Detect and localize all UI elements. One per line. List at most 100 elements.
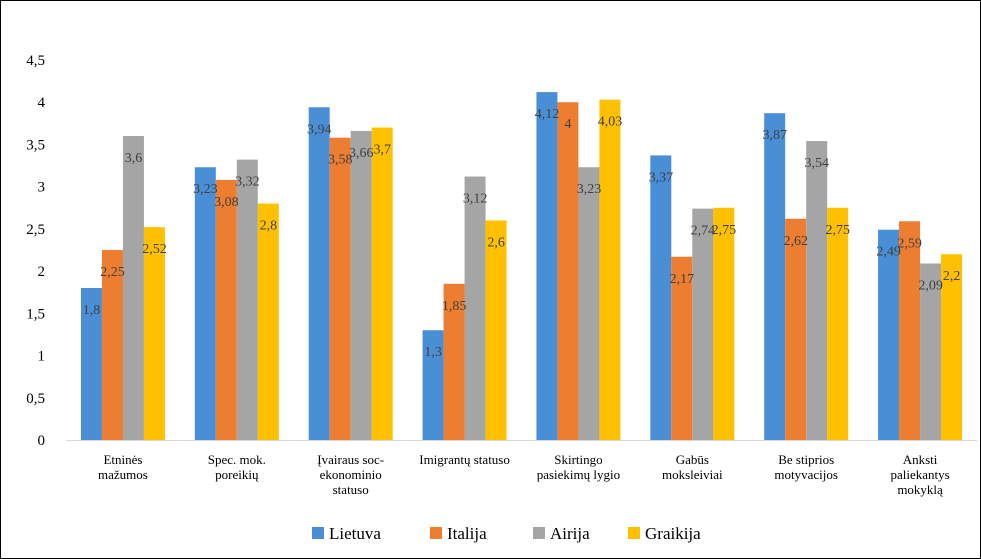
data-label: 2,25 xyxy=(100,265,125,280)
category-label: Skirtingo pasiekimų lygio xyxy=(537,452,620,482)
bar-airija xyxy=(236,159,258,440)
y-tick-label: 3 xyxy=(38,180,46,196)
data-label: 2,62 xyxy=(783,234,808,249)
bar-graikija xyxy=(941,254,963,440)
category-label: Anksti paliekantys mokyklą xyxy=(890,452,949,497)
category-label: Be stiprios motyvacijos xyxy=(774,452,838,482)
bars xyxy=(80,92,963,441)
y-tick-label: 2,5 xyxy=(26,222,45,238)
category-label-line: Anksti xyxy=(903,452,938,467)
data-label: 1,8 xyxy=(83,303,101,318)
category-label-line: Be stiprios xyxy=(778,452,834,467)
data-label: 2,6 xyxy=(487,235,505,250)
data-label: 2,59 xyxy=(897,236,922,251)
data-labels: 1,83,233,941,34,123,373,872,492,253,083,… xyxy=(83,107,961,360)
data-label: 2,09 xyxy=(918,279,943,294)
category-label-line: Spec. mok. xyxy=(208,452,266,467)
legend-swatch xyxy=(628,527,640,539)
bar-airija xyxy=(806,141,828,441)
bar-airija xyxy=(578,167,600,440)
bar-italija xyxy=(899,221,921,440)
bar-graikija xyxy=(713,207,735,440)
bar-airija xyxy=(350,130,372,440)
data-label: 1,3 xyxy=(424,345,442,360)
data-label: 3,08 xyxy=(214,195,239,210)
category-label-line: motyvacijos xyxy=(774,467,838,482)
bar-graikija xyxy=(143,227,165,440)
bar-italija xyxy=(785,218,807,440)
bar-airija xyxy=(464,176,486,441)
y-tick-label: 0 xyxy=(38,433,46,449)
legend-item-lietuva: Lietuva xyxy=(312,524,381,543)
bar-italija xyxy=(557,102,579,440)
data-label: 4 xyxy=(564,117,571,132)
y-tick-label: 2 xyxy=(38,264,46,280)
category-label-line: Įvairaus soc- xyxy=(317,452,384,467)
y-tick-label: 1,5 xyxy=(26,306,45,322)
bar-italija xyxy=(101,250,123,440)
y-axis: 0 0,5 1 1,5 2 2,5 3 3,5 4 4,5 xyxy=(26,53,45,449)
category-label: Spec. mok. poreikių xyxy=(208,452,266,482)
bar-lietuva xyxy=(536,92,558,440)
y-tick-label: 3,5 xyxy=(26,137,45,153)
category-label-line: ekonominio xyxy=(320,467,382,482)
data-label: 3,66 xyxy=(349,146,374,161)
category-label: Etninės mažumos xyxy=(98,452,148,482)
bar-airija xyxy=(692,208,714,440)
category-label-line: Imigrantų statuso xyxy=(419,452,510,467)
category-label-line: Gabūs xyxy=(676,452,709,467)
data-label: 3,7 xyxy=(373,143,391,158)
data-label: 3,87 xyxy=(762,128,787,143)
data-label: 3,37 xyxy=(649,170,674,185)
category-label-line: mokyklą xyxy=(897,482,943,497)
category-label: Įvairaus soc-ekonominio statuso xyxy=(317,452,384,497)
bar-lietuva xyxy=(308,107,330,441)
data-label: 3,12 xyxy=(463,192,488,207)
x-axis: Etninės mažumos Spec. mok. poreikių Įvairaus… xyxy=(66,440,977,497)
category-label-line: paliekantys xyxy=(890,467,949,482)
legend: Lietuva Italija Airija Graikija xyxy=(312,524,701,543)
data-label: 2,75 xyxy=(825,223,850,238)
category-label-line: statuso xyxy=(333,482,369,497)
category-label-line: mažumos xyxy=(98,467,148,482)
data-label: 4,12 xyxy=(535,107,560,122)
legend-swatch xyxy=(533,527,545,539)
data-label: 2,74 xyxy=(691,224,716,239)
legend-swatch xyxy=(430,527,442,539)
data-label: 3,58 xyxy=(328,153,353,168)
bar-airija xyxy=(920,263,942,440)
bar-graikija xyxy=(257,203,279,440)
bar-lietuva xyxy=(650,155,672,440)
category-label-line: pasiekimų lygio xyxy=(537,467,620,482)
legend-label: Graikija xyxy=(645,524,701,543)
y-tick-label: 4,5 xyxy=(26,53,45,69)
bar-graikija xyxy=(599,99,621,440)
bar-graikija xyxy=(485,220,507,440)
bar-lietuva xyxy=(422,330,444,440)
data-label: 3,23 xyxy=(193,182,218,197)
data-label: 1,85 xyxy=(442,299,467,314)
legend-item-italija: Italija xyxy=(430,524,487,543)
bar-graikija xyxy=(371,127,393,441)
legend-label: Lietuva xyxy=(329,524,381,543)
category-label-line: Etninės xyxy=(103,452,142,467)
data-label: 3,32 xyxy=(235,175,260,190)
bar-lietuva xyxy=(80,288,102,440)
legend-item-airija: Airija xyxy=(533,524,590,543)
category-label-line: poreikių xyxy=(215,467,259,482)
y-tick-label: 4 xyxy=(38,95,46,111)
bar-lietuva xyxy=(878,229,900,440)
bar-italija xyxy=(329,137,351,440)
data-label: 2,2 xyxy=(943,269,961,284)
bar-italija xyxy=(671,256,693,440)
bar-italija xyxy=(215,179,237,440)
category-label-line: moksleiviai xyxy=(662,467,723,482)
data-label: 2,49 xyxy=(876,245,901,260)
bar-italija xyxy=(443,283,465,440)
data-label: 2,52 xyxy=(142,242,167,257)
data-label: 3,6 xyxy=(125,151,143,166)
data-label: 3,23 xyxy=(577,182,602,197)
legend-label: Italija xyxy=(447,524,487,543)
